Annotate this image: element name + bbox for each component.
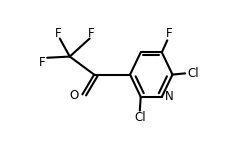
Text: F: F	[39, 56, 46, 69]
Text: O: O	[70, 89, 79, 102]
Text: Cl: Cl	[188, 67, 199, 80]
Text: N: N	[165, 90, 173, 103]
Text: F: F	[55, 27, 61, 40]
Text: F: F	[166, 27, 172, 40]
Text: F: F	[88, 27, 95, 40]
Text: Cl: Cl	[134, 111, 146, 124]
